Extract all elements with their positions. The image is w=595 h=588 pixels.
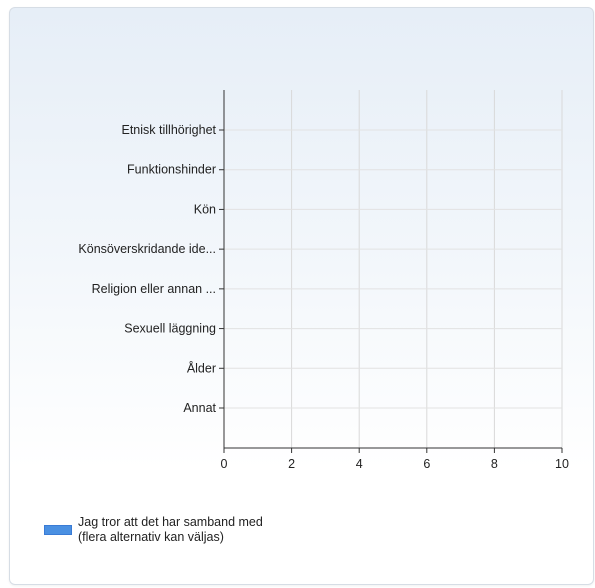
category-label: Funktionshinder xyxy=(127,163,216,177)
category-label: Kön xyxy=(194,202,216,216)
x-tick-label: 0 xyxy=(221,457,228,471)
category-label: Annat xyxy=(183,401,216,415)
legend-label: Jag tror att det har samband med (flera … xyxy=(78,515,263,544)
category-label: Religion eller annan ... xyxy=(92,282,216,296)
category-label: Könsöverskridande ide... xyxy=(78,242,216,256)
x-tick-label: 2 xyxy=(288,457,295,471)
x-tick-label: 6 xyxy=(423,457,430,471)
x-tick-label: 8 xyxy=(491,457,498,471)
legend: Jag tror att det har samband med (flera … xyxy=(44,515,274,545)
x-tick-label: 10 xyxy=(555,457,569,471)
category-label: Etnisk tillhörighet xyxy=(122,123,217,137)
category-label: Sexuell läggning xyxy=(124,322,216,336)
x-tick-label: 4 xyxy=(356,457,363,471)
legend-swatch xyxy=(44,525,72,535)
category-label: Ålder xyxy=(187,360,216,375)
chart-panel xyxy=(9,7,594,585)
